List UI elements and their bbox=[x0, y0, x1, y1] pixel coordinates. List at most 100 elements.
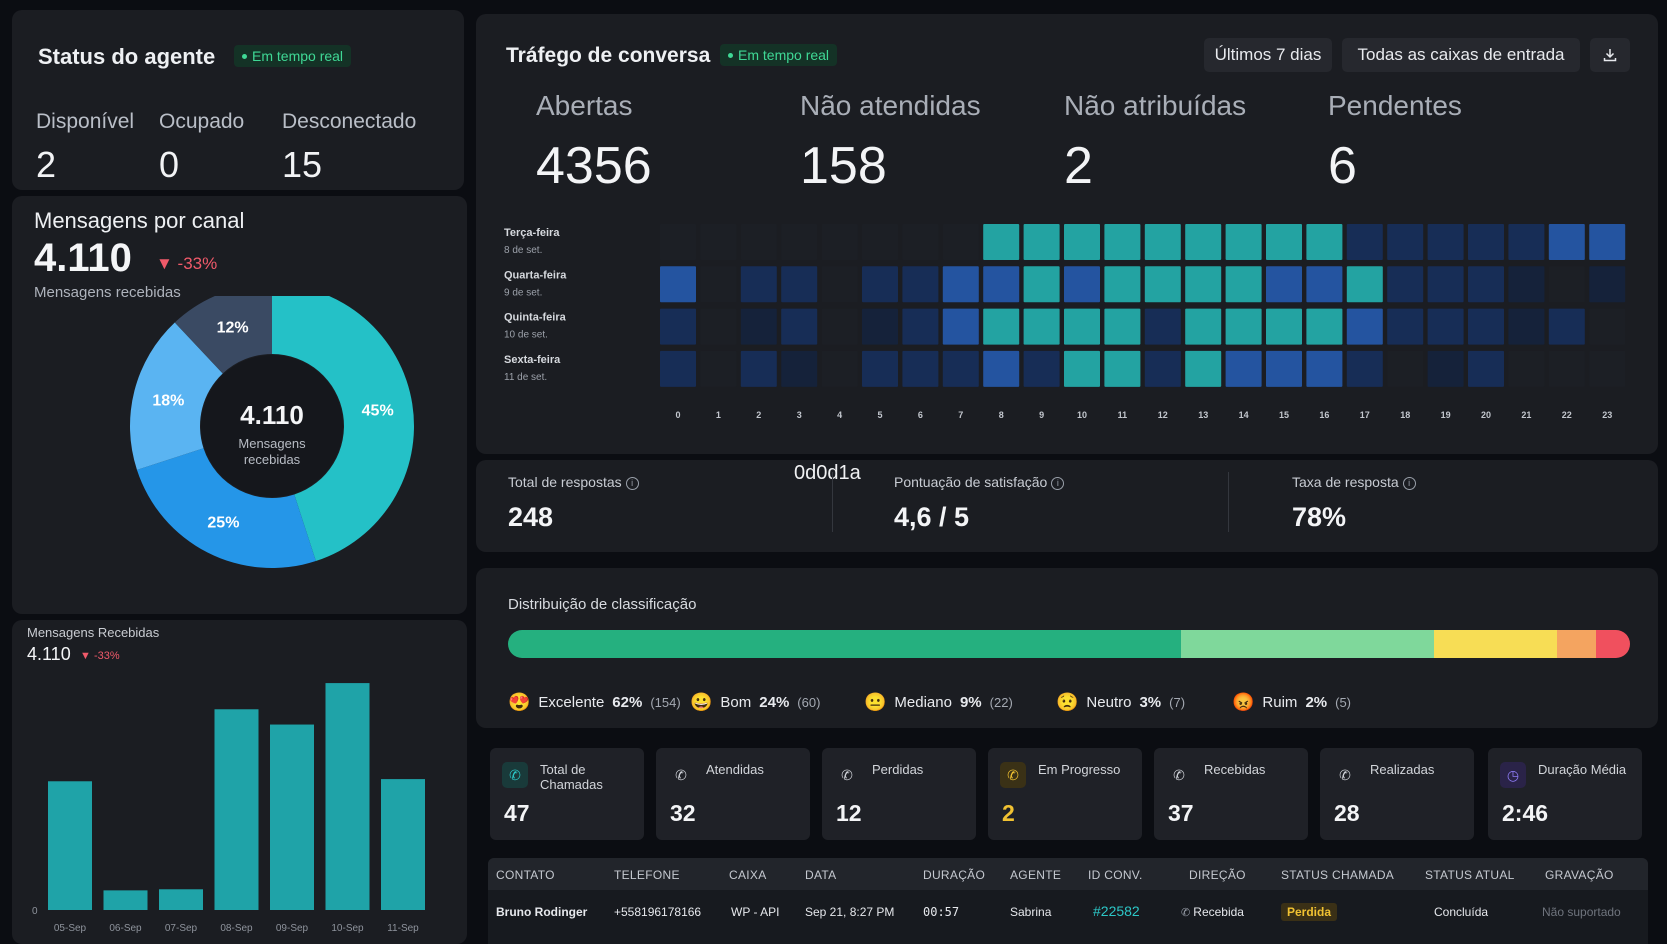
heatmap-cell bbox=[1427, 308, 1464, 345]
cell-date: Sep 21, 8:27 PM bbox=[805, 905, 895, 919]
heatmap-cell bbox=[740, 224, 777, 260]
heatmap-cell bbox=[983, 224, 1020, 260]
heatmap-cell bbox=[1346, 224, 1383, 260]
heatmap-cell bbox=[1508, 224, 1545, 260]
legend-count: (60) bbox=[797, 695, 821, 710]
heatmap-cell bbox=[1104, 266, 1141, 303]
channel-change: ▼ -33% bbox=[156, 254, 218, 273]
card-average-duration[interactable]: ◷ Duração Média 2:46 bbox=[1488, 748, 1642, 840]
heatmap-cell bbox=[660, 308, 696, 345]
legend-pct: 3% bbox=[1139, 694, 1162, 711]
heatmap-hour-label: 3 bbox=[797, 410, 802, 420]
stat-label: Ocupado bbox=[159, 110, 245, 133]
heatmap-hour-label: 1 bbox=[716, 410, 721, 420]
cell-phone: +558196178166 bbox=[614, 905, 702, 919]
heatmap-cell bbox=[1306, 224, 1343, 260]
column-header[interactable]: DIREÇÃO bbox=[1189, 868, 1246, 882]
heatmap-cell bbox=[1589, 350, 1626, 387]
heatmap-cell bbox=[1064, 266, 1100, 303]
heatmap-cell bbox=[660, 350, 696, 387]
heatmap-cell bbox=[1468, 308, 1504, 345]
column-header[interactable]: DATA bbox=[805, 868, 837, 882]
heatmap-hour-label: 5 bbox=[877, 410, 882, 420]
card-answered[interactable]: ✆ Atendidas 32 bbox=[656, 748, 810, 840]
column-header[interactable]: CONTATO bbox=[496, 868, 555, 882]
live-dot-icon bbox=[242, 53, 247, 59]
legend-label: Ruim bbox=[1262, 694, 1298, 711]
live-dot-icon bbox=[728, 52, 733, 58]
rating-segment bbox=[1596, 630, 1630, 658]
heatmap-cell bbox=[1185, 266, 1222, 303]
column-header[interactable]: STATUS CHAMADA bbox=[1281, 868, 1395, 882]
legend-good: 😀 Bom 24% (60) bbox=[690, 692, 820, 713]
kpi-value: 6 bbox=[1328, 137, 1357, 195]
heatmap-cell bbox=[1225, 266, 1262, 303]
download-button[interactable] bbox=[1590, 38, 1630, 72]
x-tick-label: 05-Sep bbox=[54, 923, 87, 934]
heatmap-cell bbox=[1225, 308, 1262, 345]
heatmap-cell bbox=[1064, 308, 1100, 345]
legend-count: (5) bbox=[1335, 695, 1352, 710]
heatmap-cell bbox=[1144, 224, 1181, 260]
heatmap-cell bbox=[1346, 350, 1383, 387]
kpi-label: Não atendidas bbox=[800, 90, 981, 121]
heatmap-cell bbox=[1508, 350, 1545, 387]
column-header[interactable]: GRAVAÇÃO bbox=[1545, 868, 1614, 882]
legend-label: Mediano bbox=[894, 694, 952, 711]
legend-pct: 2% bbox=[1305, 694, 1328, 711]
heatmap-cell bbox=[1144, 308, 1181, 345]
card-in-progress[interactable]: ✆ Em Progresso 2 bbox=[988, 748, 1142, 840]
info-icon[interactable]: i bbox=[1402, 477, 1416, 490]
agent-status-title: Status do agente bbox=[38, 44, 216, 69]
direction-label: Recebida bbox=[1193, 905, 1244, 919]
heatmap-hour-label: 15 bbox=[1279, 410, 1289, 420]
column-header[interactable]: STATUS ATUAL bbox=[1425, 868, 1515, 882]
x-tick-label: 09-Sep bbox=[276, 923, 309, 934]
heatmap-cell bbox=[1468, 224, 1504, 260]
column-header[interactable]: DURAÇÃO bbox=[923, 868, 986, 882]
heatmap-cell bbox=[1589, 308, 1626, 345]
card-received[interactable]: ✆ Recebidas 37 bbox=[1154, 748, 1308, 840]
column-header[interactable]: TELEFONE bbox=[614, 868, 680, 882]
kpi-pending: Pendentes 6 bbox=[1328, 90, 1462, 196]
heatmap-cell bbox=[1427, 350, 1464, 387]
card-label: Perdidas bbox=[872, 762, 924, 777]
bar bbox=[103, 890, 148, 910]
x-tick-label: 08-Sep bbox=[220, 923, 253, 934]
heatmap-cell bbox=[660, 266, 696, 303]
card-made[interactable]: ✆ Realizadas 28 bbox=[1320, 748, 1474, 840]
conversation-id-link[interactable]: #22582 bbox=[1093, 903, 1140, 919]
heatmap-cell bbox=[1023, 266, 1060, 303]
cell-recording: Não suportado bbox=[1542, 905, 1621, 919]
period-filter-button[interactable]: Últimos 7 dias bbox=[1204, 38, 1332, 72]
heatmap-hour-label: 14 bbox=[1239, 410, 1249, 420]
heatmap-day-label: Terça-feira bbox=[504, 227, 560, 239]
info-icon[interactable]: i bbox=[625, 477, 639, 490]
bar bbox=[159, 889, 203, 910]
kpi-open: Abertas 4356 bbox=[536, 90, 652, 196]
heatmap-hour-label: 19 bbox=[1441, 410, 1451, 420]
traffic-title: Tráfego de conversa bbox=[506, 44, 711, 67]
heatmap-hour-label: 0 bbox=[675, 410, 680, 420]
heatmap-cell bbox=[942, 308, 979, 345]
heatmap-hour-label: 12 bbox=[1158, 410, 1168, 420]
kpi-label: Não atribuídas bbox=[1064, 90, 1247, 121]
donut-slice bbox=[130, 322, 223, 470]
rating-distribution-panel: Distribuição de classificação 😍 Excelente… bbox=[476, 568, 1658, 728]
rating-segment bbox=[1557, 630, 1597, 658]
stat-value: 0 bbox=[159, 144, 180, 185]
column-header[interactable]: ID CONV. bbox=[1088, 868, 1143, 882]
inbox-filter-button[interactable]: Todas as caixas de entrada bbox=[1342, 38, 1580, 72]
card-missed[interactable]: ✆ Perdidas 12 bbox=[822, 748, 976, 840]
info-icon[interactable]: i bbox=[1051, 477, 1065, 490]
heatmap-cell bbox=[781, 308, 818, 345]
heatmap-cell bbox=[1468, 350, 1504, 387]
stray-text: 0d0d1a bbox=[794, 462, 861, 484]
card-label: Realizadas bbox=[1370, 762, 1435, 777]
clock-icon: ◷ bbox=[1500, 762, 1526, 788]
heatmap-cell bbox=[660, 224, 696, 260]
donut-slice bbox=[272, 296, 414, 562]
column-header[interactable]: AGENTE bbox=[1010, 868, 1062, 882]
card-total-calls[interactable]: ✆ Total de Chamadas 47 bbox=[490, 748, 644, 840]
column-header[interactable]: CAIXA bbox=[729, 868, 767, 882]
